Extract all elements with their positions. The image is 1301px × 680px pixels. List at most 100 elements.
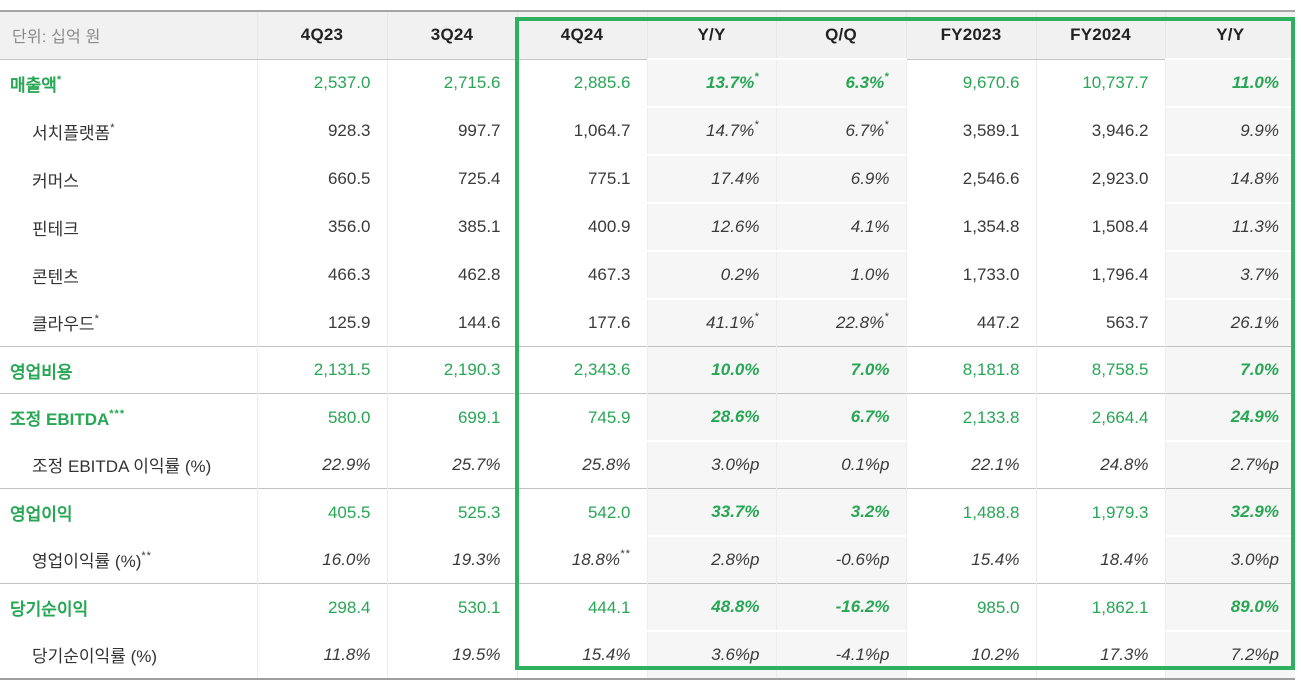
cell-yoy: 14.7%* xyxy=(646,106,776,155)
cell-yoy: 28.6% xyxy=(646,393,776,441)
cell-fy2024: 2,923.0 xyxy=(1035,155,1165,203)
table-row: 조정 EBITDA 이익률 (%) 22.9% 25.7% 25.8% 3.0%… xyxy=(0,440,1295,489)
cell-fy2024: 18.4% xyxy=(1035,536,1165,584)
cell-fy2023: 1,733.0 xyxy=(905,251,1036,299)
cell-3q24: 530.1 xyxy=(386,583,517,631)
cell-qoq: 6.7% xyxy=(775,393,906,441)
row-label: 영업이익 xyxy=(0,488,257,536)
cell-4q24: 1,064.7 xyxy=(516,107,647,155)
cell-fy2023: 447.2 xyxy=(905,299,1036,347)
column-header-4q23: 4Q23 xyxy=(256,11,387,60)
cell-yoy-annual: 9.9% xyxy=(1164,106,1295,155)
cell-4q23: 125.9 xyxy=(256,299,387,347)
row-label: 서치플랫폼* xyxy=(32,121,116,143)
cell-fy2024: 1,979.3 xyxy=(1035,488,1165,536)
cell-fy2024: 1,862.1 xyxy=(1035,583,1165,631)
cell-qoq: -16.2% xyxy=(775,583,906,631)
cell-3q24: 462.8 xyxy=(386,251,517,299)
cell-fy2023: 1,354.8 xyxy=(905,203,1036,251)
table-row: 당기순이익률 (%) 11.8% 19.5% 15.4% 3.6%p -4.1%… xyxy=(0,630,1295,679)
cell-yoy-annual: 32.9% xyxy=(1164,488,1295,536)
cell-fy2023: 985.0 xyxy=(905,583,1036,631)
column-header-fy2024: FY2024 xyxy=(1035,11,1165,60)
cell-4q24: 775.1 xyxy=(516,155,647,203)
cell-fy2023: 3,589.1 xyxy=(905,107,1036,155)
cell-fy2023: 9,670.6 xyxy=(905,59,1036,107)
cell-3q24: 385.1 xyxy=(386,203,517,251)
cell-yoy: 12.6% xyxy=(646,202,776,251)
cell-fy2023: 8,181.8 xyxy=(905,346,1036,394)
cell-yoy: 17.4% xyxy=(646,154,776,203)
cell-4q24: 18.8%** xyxy=(516,536,647,584)
cell-yoy-annual: 11.3% xyxy=(1164,202,1295,251)
cell-fy2024: 1,508.4 xyxy=(1035,203,1165,251)
table-row: 영업이익률 (%)** 16.0% 19.3% 18.8%** 2.8%p -0… xyxy=(0,535,1295,584)
table-row: 당기순이익 298.4 530.1 444.1 48.8% -16.2% 985… xyxy=(0,583,1295,631)
cell-4q24: 542.0 xyxy=(516,488,647,536)
cell-yoy-annual: 89.0% xyxy=(1164,583,1295,631)
row-label: 조정 EBITDA*** xyxy=(0,393,257,441)
cell-3q24: 699.1 xyxy=(386,393,517,441)
table-row: 조정 EBITDA*** 580.0 699.1 745.9 28.6% 6.7… xyxy=(0,393,1295,441)
cell-4q24: 2,885.6 xyxy=(516,59,647,107)
cell-4q23: 22.9% xyxy=(256,441,387,489)
cell-3q24: 19.5% xyxy=(386,631,517,679)
cell-yoy: 33.7% xyxy=(646,488,776,536)
cell-yoy-annual: 24.9% xyxy=(1164,393,1295,441)
row-label: 커머스 xyxy=(32,171,79,191)
cell-yoy-annual: 7.0% xyxy=(1164,346,1295,394)
cell-yoy: 10.0% xyxy=(646,346,776,394)
cell-yoy-annual: 2.7%p xyxy=(1164,440,1295,489)
cell-fy2024: 24.8% xyxy=(1035,441,1165,489)
cell-4q24: 745.9 xyxy=(516,393,647,441)
cell-yoy-annual: 14.8% xyxy=(1164,154,1295,203)
cell-4q23: 11.8% xyxy=(256,631,387,679)
table-row: 콘텐츠 466.3 462.8 467.3 0.2% 1.0% 1,733.0 … xyxy=(0,250,1295,299)
table-row: 매출액* 2,537.0 2,715.6 2,885.6 13.7%* 6.3%… xyxy=(0,58,1295,107)
cell-fy2023: 10.2% xyxy=(905,631,1036,679)
cell-4q24: 25.8% xyxy=(516,441,647,489)
row-label: 영업비용 xyxy=(0,346,257,394)
cell-4q23: 2,537.0 xyxy=(256,59,387,107)
cell-4q23: 928.3 xyxy=(256,107,387,155)
cell-qoq: 3.2% xyxy=(775,488,906,536)
unit-label: 단위: 십억 원 xyxy=(0,11,257,60)
cell-4q24: 15.4% xyxy=(516,631,647,679)
table-row: 커머스 660.5 725.4 775.1 17.4% 6.9% 2,546.6… xyxy=(0,154,1295,203)
cell-fy2024: 8,758.5 xyxy=(1035,346,1165,394)
cell-qoq: 6.9% xyxy=(775,154,906,203)
cell-qoq: 6.3%* xyxy=(775,58,906,107)
cell-fy2024: 2,664.4 xyxy=(1035,393,1165,441)
cell-qoq: 6.7%* xyxy=(775,106,906,155)
cell-qoq: 7.0% xyxy=(775,346,906,394)
cell-qoq: -0.6%p xyxy=(775,535,906,584)
financial-results-table: 단위: 십억 원 4Q23 3Q24 4Q24 Y/Y Q/Q FY2023 F… xyxy=(0,10,1295,680)
column-header-qoq: Q/Q xyxy=(775,11,906,60)
cell-yoy-annual: 26.1% xyxy=(1164,298,1295,347)
cell-4q23: 466.3 xyxy=(256,251,387,299)
table-row: 서치플랫폼* 928.3 997.7 1,064.7 14.7%* 6.7%* … xyxy=(0,106,1295,155)
cell-fy2023: 1,488.8 xyxy=(905,488,1036,536)
cell-fy2023: 15.4% xyxy=(905,536,1036,584)
column-header-fy2023: FY2023 xyxy=(905,11,1036,60)
row-label: 클라우드* xyxy=(32,313,100,334)
cell-fy2024: 10,737.7 xyxy=(1035,59,1165,107)
cell-yoy-annual: 3.0%p xyxy=(1164,535,1295,584)
cell-yoy: 2.8%p xyxy=(646,535,776,584)
table-row: 영업비용 2,131.5 2,190.3 2,343.6 10.0% 7.0% … xyxy=(0,346,1295,394)
row-label: 당기순이익 xyxy=(0,583,257,631)
cell-3q24: 144.6 xyxy=(386,299,517,347)
column-header-3q24: 3Q24 xyxy=(386,11,517,60)
cell-4q23: 2,131.5 xyxy=(256,346,387,394)
cell-yoy-annual: 7.2%p xyxy=(1164,630,1295,679)
cell-fy2023: 2,546.6 xyxy=(905,155,1036,203)
cell-3q24: 19.3% xyxy=(386,536,517,584)
cell-3q24: 997.7 xyxy=(386,107,517,155)
row-label: 콘텐츠 xyxy=(32,267,79,287)
cell-4q23: 660.5 xyxy=(256,155,387,203)
row-label: 핀테크 xyxy=(32,219,79,239)
cell-yoy-annual: 3.7% xyxy=(1164,250,1295,299)
cell-3q24: 725.4 xyxy=(386,155,517,203)
column-header-yoy: Y/Y xyxy=(646,11,776,60)
row-label: 매출액* xyxy=(10,74,63,95)
